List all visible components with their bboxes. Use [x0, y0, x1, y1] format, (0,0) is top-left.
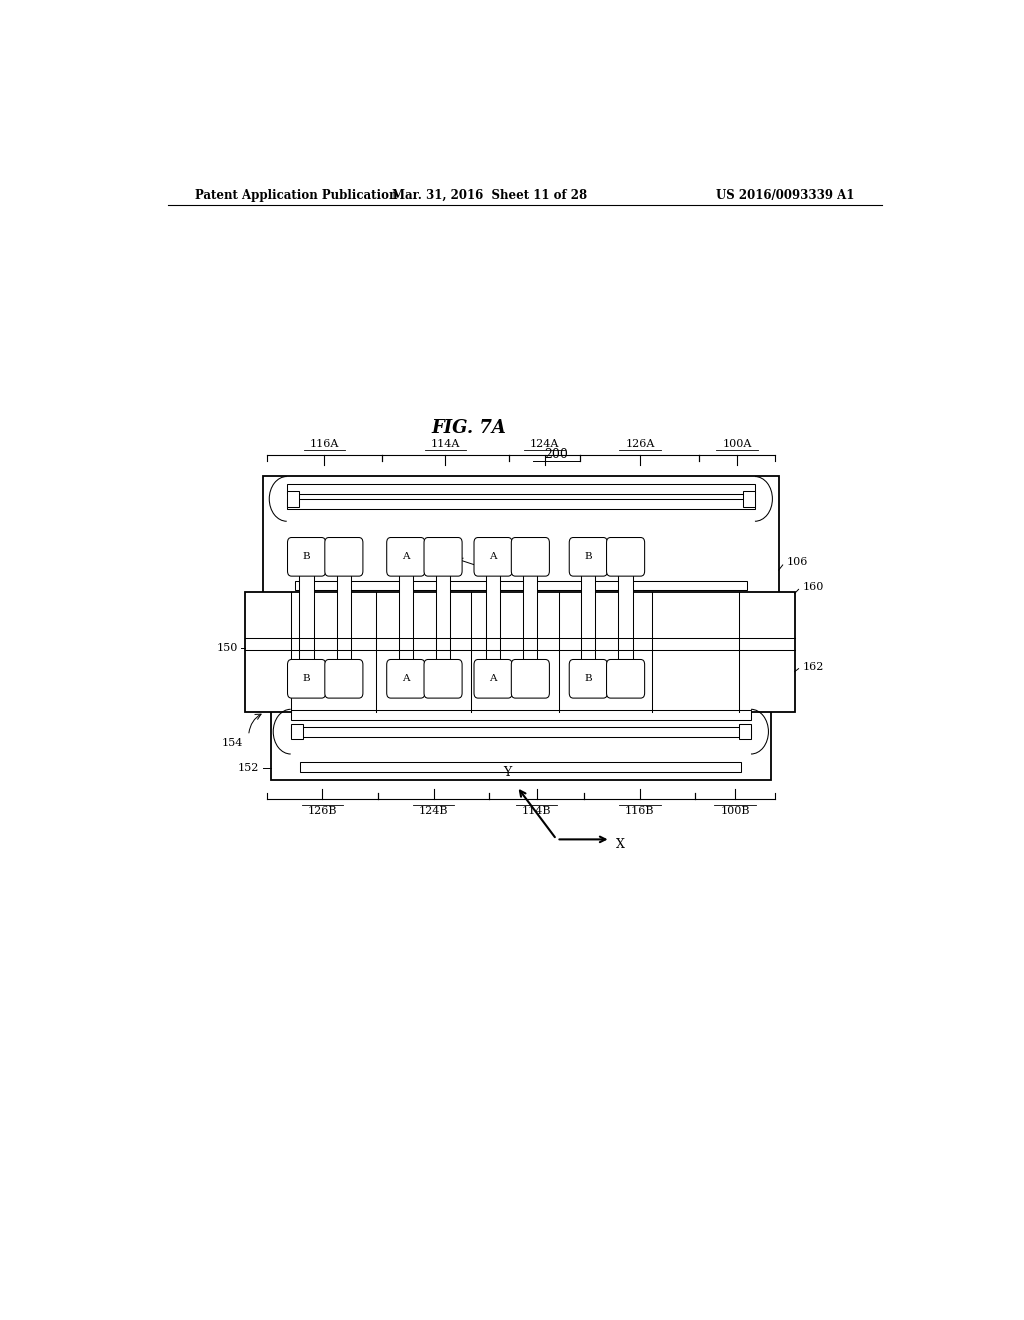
Text: 150: 150: [216, 643, 238, 653]
FancyBboxPatch shape: [387, 660, 425, 698]
Text: 160: 160: [803, 582, 824, 593]
Bar: [295, 581, 748, 590]
Text: B: B: [585, 675, 592, 684]
Text: 100B: 100B: [720, 805, 750, 816]
Bar: [291, 710, 751, 721]
Text: 106: 106: [786, 557, 808, 566]
Bar: [287, 499, 755, 510]
Bar: [270, 704, 771, 780]
FancyBboxPatch shape: [569, 660, 607, 698]
FancyBboxPatch shape: [424, 660, 462, 698]
Text: 200: 200: [545, 449, 568, 461]
Bar: [291, 723, 303, 739]
Bar: [337, 572, 351, 664]
Text: 104: 104: [485, 564, 507, 574]
Text: Y: Y: [503, 767, 511, 779]
Bar: [523, 572, 538, 664]
Text: 154: 154: [222, 738, 243, 748]
Bar: [263, 475, 779, 598]
FancyBboxPatch shape: [511, 537, 550, 576]
Text: US 2016/0093339 A1: US 2016/0093339 A1: [716, 189, 854, 202]
FancyBboxPatch shape: [474, 537, 512, 576]
Text: B: B: [585, 552, 592, 561]
Text: 124B: 124B: [419, 805, 449, 816]
Text: 126A: 126A: [626, 440, 654, 449]
FancyBboxPatch shape: [424, 537, 462, 576]
Text: 114A: 114A: [431, 440, 460, 449]
Bar: [398, 572, 413, 664]
Bar: [742, 491, 755, 507]
Text: 152: 152: [238, 763, 259, 774]
Text: A: A: [402, 675, 410, 684]
FancyBboxPatch shape: [288, 660, 326, 698]
Bar: [300, 762, 741, 772]
Text: 124A: 124A: [530, 440, 559, 449]
Text: A: A: [489, 552, 497, 561]
Bar: [287, 491, 299, 507]
Bar: [299, 572, 313, 664]
Text: 126B: 126B: [307, 805, 337, 816]
Text: 116A: 116A: [309, 440, 339, 449]
FancyBboxPatch shape: [325, 660, 362, 698]
Text: B: B: [303, 675, 310, 684]
Text: B: B: [303, 552, 310, 561]
Bar: [291, 726, 751, 737]
FancyBboxPatch shape: [288, 537, 326, 576]
FancyBboxPatch shape: [569, 537, 607, 576]
Text: X: X: [615, 837, 625, 850]
Bar: [436, 572, 451, 664]
Text: 162: 162: [803, 661, 824, 672]
Bar: [486, 572, 500, 664]
FancyBboxPatch shape: [606, 660, 645, 698]
Text: 100A: 100A: [722, 440, 752, 449]
Text: FIG. 7A: FIG. 7A: [432, 418, 507, 437]
FancyBboxPatch shape: [474, 660, 512, 698]
FancyBboxPatch shape: [387, 537, 425, 576]
Text: 114B: 114B: [522, 805, 552, 816]
Bar: [582, 572, 595, 664]
Bar: [287, 483, 755, 494]
Bar: [246, 593, 796, 713]
Bar: [738, 723, 751, 739]
Text: A: A: [489, 675, 497, 684]
Text: Mar. 31, 2016  Sheet 11 of 28: Mar. 31, 2016 Sheet 11 of 28: [391, 189, 587, 202]
Text: Patent Application Publication: Patent Application Publication: [196, 189, 398, 202]
FancyBboxPatch shape: [511, 660, 550, 698]
Bar: [618, 572, 633, 664]
Text: 116B: 116B: [625, 805, 654, 816]
Text: A: A: [402, 552, 410, 561]
FancyBboxPatch shape: [606, 537, 645, 576]
FancyBboxPatch shape: [325, 537, 362, 576]
